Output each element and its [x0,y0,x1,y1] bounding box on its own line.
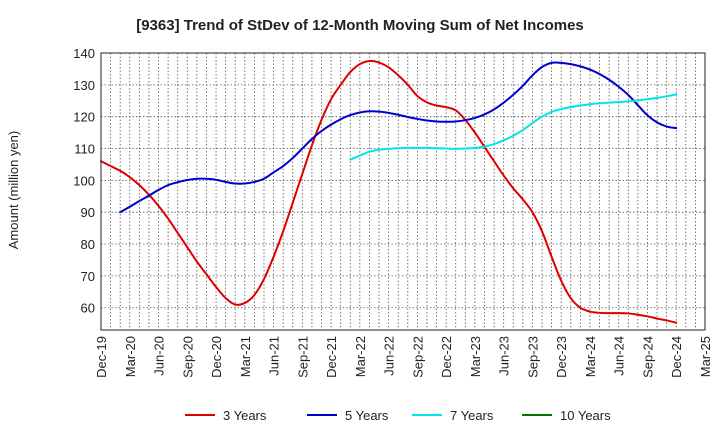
series-layer [100,59,678,324]
x-tick-label: Dec-20 [209,336,224,378]
x-tick-label: Dec-19 [94,336,109,378]
x-tick-label: Sep-20 [180,336,195,378]
series-line-3-years [100,59,678,324]
x-tick-label: Dec-24 [669,336,684,378]
y-tick-labels: 60 70 80 90 100 110 120 130 140 [73,46,95,316]
x-tick-label: Jun-20 [152,336,167,376]
x-tick-label: Mar-24 [583,336,598,377]
y-tick-label: 90 [81,205,95,220]
y-tick-label: 70 [81,269,95,284]
x-tick-label: Mar-23 [468,336,483,377]
y-tick-label: 130 [73,78,95,93]
legend-label-7-years: 7 Years [450,408,494,423]
x-tick-label: Mar-22 [353,336,368,377]
y-tick-label: 110 [74,142,95,157]
x-tick-label: Sep-21 [295,336,310,378]
x-tick-label: Dec-21 [324,336,339,378]
series-line-5-years [119,61,678,214]
chart-title: [9363] Trend of StDev of 12-Month Moving… [136,17,584,34]
y-tick-label: 120 [73,110,95,125]
x-tick-label: Sep-24 [640,336,655,378]
series-line-7-years [349,93,678,161]
x-tick-label: Jun-23 [497,336,512,376]
y-tick-label: 140 [73,46,95,61]
x-tick-label: Jun-21 [267,336,282,376]
x-tick-label: Sep-22 [410,336,425,378]
legend: 3 Years 5 Years 7 Years 10 Years [185,408,611,423]
y-tick-label: 80 [81,237,95,252]
legend-label-10-years: 10 Years [560,408,611,423]
x-tick-label: Dec-22 [439,336,454,378]
legend-label-5-years: 5 Years [345,408,389,423]
plot-frame [100,52,706,331]
legend-label-3-years: 3 Years [223,408,267,423]
x-tick-label: Jun-22 [382,336,397,376]
x-tick-label: Mar-25 [698,336,713,377]
x-tick-label: Mar-20 [123,336,138,377]
y-tick-label: 100 [73,173,95,188]
x-tick-label: Jun-24 [612,336,627,376]
grid-layer [100,52,706,330]
x-tick-label: Sep-23 [525,336,540,378]
y-axis-label: Amount (million yen) [6,131,21,250]
x-tick-label: Dec-23 [554,336,569,378]
x-tick-labels: Dec-19 Mar-20 Jun-20 Sep-20 Dec-20 Mar-21 Jun-… [94,336,713,378]
x-tick-label: Mar-21 [238,336,253,377]
y-tick-label: 60 [81,301,95,316]
